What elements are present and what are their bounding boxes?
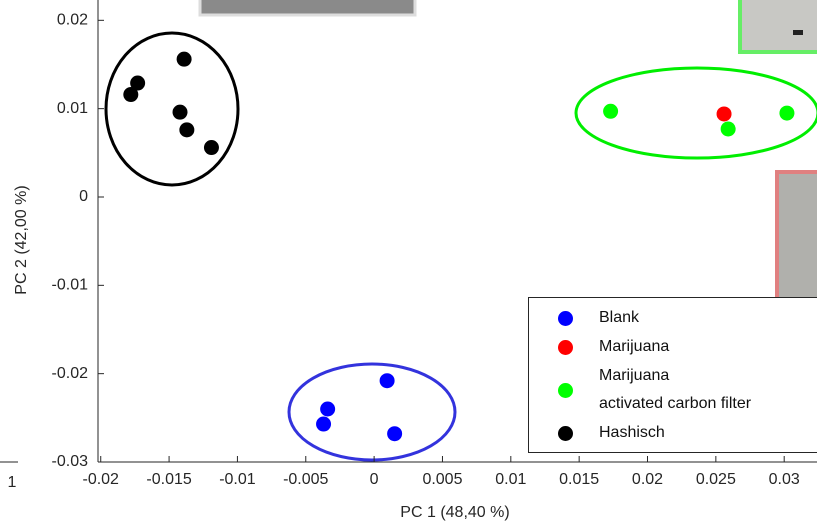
photo-inset	[200, 0, 415, 15]
point	[387, 426, 402, 441]
y-tick-label: -0.01	[52, 277, 89, 294]
x-tick-label: 0.005	[422, 471, 462, 488]
x-tick-label: 0.015	[559, 471, 599, 488]
legend-marker	[558, 340, 573, 355]
x-tick-label: -0.015	[146, 471, 191, 488]
point	[717, 106, 732, 121]
group-ellipse	[289, 364, 455, 460]
group-ellipse	[106, 33, 238, 185]
x-tick-label: -0.005	[283, 471, 328, 488]
x-tick-label: 0	[370, 471, 379, 488]
x-tick-label: 0.025	[696, 471, 736, 488]
y-tick-label: -0.02	[52, 365, 89, 382]
x-tick-label: -0.02	[82, 471, 119, 488]
legend-label: Blank	[599, 304, 817, 332]
legend-marker	[558, 426, 573, 441]
point	[316, 417, 331, 432]
x-tick-label: 0.02	[632, 471, 663, 488]
point	[603, 104, 618, 119]
x-tick-label: 0.03	[769, 471, 800, 488]
photo-inset	[740, 0, 817, 52]
x-tick-label: 0.01	[495, 471, 526, 488]
point	[779, 106, 794, 121]
point	[177, 52, 192, 67]
y-tick-label: 0.01	[57, 100, 88, 117]
photo-detail	[793, 30, 803, 35]
point	[179, 122, 194, 137]
x-axis-label: PC 1 (48,40 %)	[400, 504, 509, 521]
point	[123, 87, 138, 102]
x-tick-label: -0.01	[219, 471, 256, 488]
stray-label: 1	[8, 474, 17, 491]
legend-label: Marijuana	[599, 333, 817, 361]
point	[204, 140, 219, 155]
point	[380, 373, 395, 388]
legend-label: Hashisch	[599, 419, 817, 447]
point	[721, 121, 736, 136]
point	[320, 401, 335, 416]
legend-marker	[558, 311, 573, 326]
page: {"chart_data": {"type": "scatter", "x_la…	[0, 0, 817, 527]
y-tick-label: 0	[79, 188, 88, 205]
point	[173, 105, 188, 120]
legend-marker	[558, 383, 573, 398]
y-axis-label: PC 2 (42,00 %)	[13, 185, 30, 294]
y-tick-label: -0.03	[52, 453, 89, 470]
y-tick-label: 0.02	[57, 12, 88, 29]
legend-label: Marijuana activated carbon filter	[599, 362, 817, 418]
